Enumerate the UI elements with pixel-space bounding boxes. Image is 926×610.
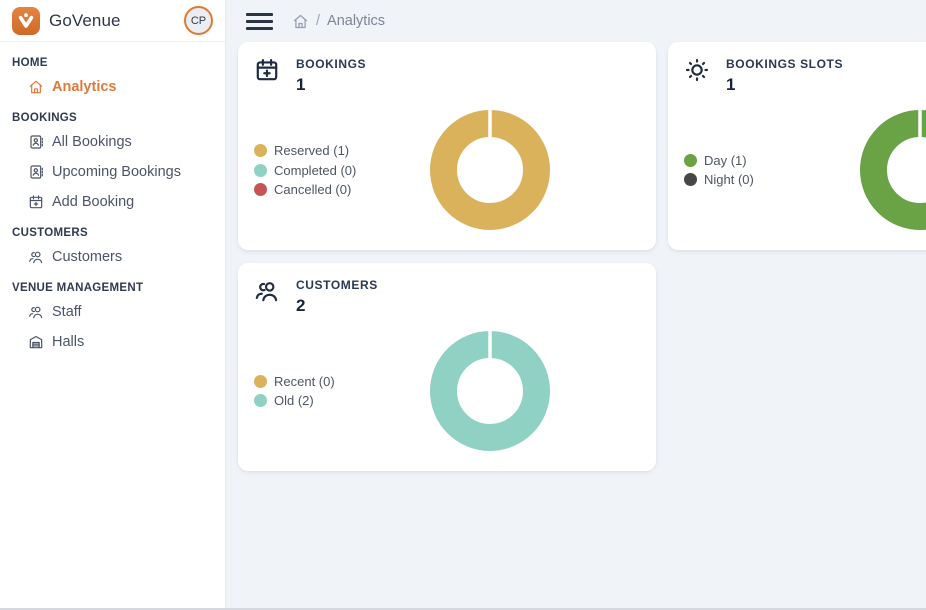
sidebar-item-all-bookings[interactable]: All Bookings <box>0 127 225 157</box>
legend-item-night: Night (0) <box>684 172 844 187</box>
legend-item-recent: Recent (0) <box>254 374 414 389</box>
avatar[interactable]: CP <box>184 6 213 35</box>
card-title: BOOKINGS SLOTS <box>726 57 844 71</box>
card-bookings-slots: BOOKINGS SLOTS 1 Day (1) Night (0) <box>668 42 926 250</box>
legend-label: Recent (0) <box>274 373 335 389</box>
sidebar-section-label: BOOKINGS <box>12 112 78 124</box>
donut-chart <box>860 110 926 230</box>
home-icon[interactable] <box>292 13 309 30</box>
sidebar-item-label: Add Booking <box>52 194 135 210</box>
sidebar-item-label: Staff <box>52 304 82 320</box>
sidebar-item-label: Analytics <box>52 79 117 95</box>
app-title: GoVenue <box>49 10 121 30</box>
card-header: BOOKINGS 1 <box>238 42 656 95</box>
hall-icon <box>28 334 44 350</box>
legend-label: Day (1) <box>704 152 747 168</box>
users-icon <box>254 278 280 316</box>
donut-chart <box>430 110 550 230</box>
legend-label: Cancelled (0) <box>274 182 352 197</box>
users-icon <box>28 249 44 265</box>
sun-icon <box>684 57 710 95</box>
sidebar-item-staff[interactable]: Staff <box>0 297 225 327</box>
calendar-plus-icon <box>28 194 44 210</box>
legend-dot <box>254 374 267 388</box>
card-header: CUSTOMERS 2 <box>238 263 656 316</box>
legend-dot <box>254 163 267 177</box>
legend-label: Reserved (1) <box>274 143 350 158</box>
legend-dot <box>684 153 697 167</box>
card-title: CUSTOMERS <box>296 278 378 292</box>
sidebar-section-label: HOME <box>12 57 48 69</box>
donut-chart <box>430 331 550 451</box>
avatar-initials: CP <box>190 14 207 27</box>
sidebar-header: GoVenue CP <box>0 0 225 42</box>
breadcrumb-separator: / <box>316 13 321 29</box>
card-customers: CUSTOMERS 2 Recent (0) Old (2) <box>238 263 656 471</box>
sidebar-nav: HOME Analytics BOOKINGS All Bookings Upc… <box>0 42 225 357</box>
home-icon <box>28 79 44 95</box>
legend-dot <box>254 183 267 196</box>
legend-dot <box>684 173 697 187</box>
calendar-plus-icon <box>254 57 280 95</box>
legend-label: Night (0) <box>704 172 754 188</box>
sidebar-item-customers[interactable]: Customers <box>0 242 225 272</box>
sidebar-item-halls[interactable]: Halls <box>0 327 225 357</box>
legend-dot <box>254 394 267 408</box>
card-count: 2 <box>296 296 306 315</box>
legend-label: Completed (0) <box>274 162 357 178</box>
sidebar-item-label: All Bookings <box>52 134 132 150</box>
chart-legend: Recent (0) Old (2) <box>254 369 414 413</box>
breadcrumb: / Analytics <box>292 13 385 30</box>
card-body: Recent (0) Old (2) <box>238 316 656 466</box>
analytics-cards: BOOKINGS 1 Reserved (1) Completed (0) Ca… <box>238 42 926 471</box>
card-count: 1 <box>726 75 736 94</box>
legend-dot <box>254 144 267 157</box>
card-body: Day (1) Night (0) <box>668 95 926 245</box>
sidebar-item-add-booking[interactable]: Add Booking <box>0 187 225 217</box>
legend-item-cancelled: Cancelled (0) <box>254 182 414 197</box>
card-header: BOOKINGS SLOTS 1 <box>668 42 926 95</box>
main-area: / Analytics BOOKINGS 1 Reserved (1) Comp… <box>226 0 926 610</box>
sidebar-item-label: Halls <box>52 334 85 350</box>
legend-label: Old (2) <box>274 393 314 409</box>
sidebar-item-label: Customers <box>52 249 123 265</box>
legend-item-reserved: Reserved (1) <box>254 143 414 158</box>
topbar: / Analytics <box>226 0 926 42</box>
legend-item-day: Day (1) <box>684 153 844 168</box>
hamburger-menu-icon[interactable] <box>246 12 273 30</box>
breadcrumb-current: Analytics <box>327 13 386 29</box>
sidebar-section-home: HOME Analytics <box>0 57 225 102</box>
address-book-icon <box>28 164 44 180</box>
legend-item-completed: Completed (0) <box>254 163 414 178</box>
address-book-icon <box>28 134 44 150</box>
card-body: Reserved (1) Completed (0) Cancelled (0) <box>238 95 656 245</box>
users-icon <box>28 304 44 320</box>
sidebar-section-customers: CUSTOMERS Customers <box>0 227 225 272</box>
card-bookings: BOOKINGS 1 Reserved (1) Completed (0) Ca… <box>238 42 656 250</box>
window-bottom-edge <box>0 608 926 610</box>
card-title: BOOKINGS <box>296 57 367 71</box>
sidebar-section-label: VENUE MANAGEMENT <box>12 282 144 294</box>
sidebar-item-label: Upcoming Bookings <box>52 164 181 180</box>
chart-legend: Day (1) Night (0) <box>684 148 844 192</box>
sidebar-section-label: CUSTOMERS <box>12 227 88 239</box>
sidebar-item-upcoming-bookings[interactable]: Upcoming Bookings <box>0 157 225 187</box>
card-count: 1 <box>296 75 306 94</box>
chart-legend: Reserved (1) Completed (0) Cancelled (0) <box>254 139 414 202</box>
sidebar-item-analytics[interactable]: Analytics <box>0 72 225 102</box>
legend-item-old: Old (2) <box>254 393 414 408</box>
sidebar-section-venue-management: VENUE MANAGEMENT Staff Halls <box>0 282 225 357</box>
sidebar-section-bookings: BOOKINGS All Bookings Upcoming Bookings … <box>0 112 225 217</box>
govenue-logo-icon[interactable] <box>12 6 40 35</box>
sidebar: GoVenue CP HOME Analytics BOOKINGS All B… <box>0 0 226 610</box>
